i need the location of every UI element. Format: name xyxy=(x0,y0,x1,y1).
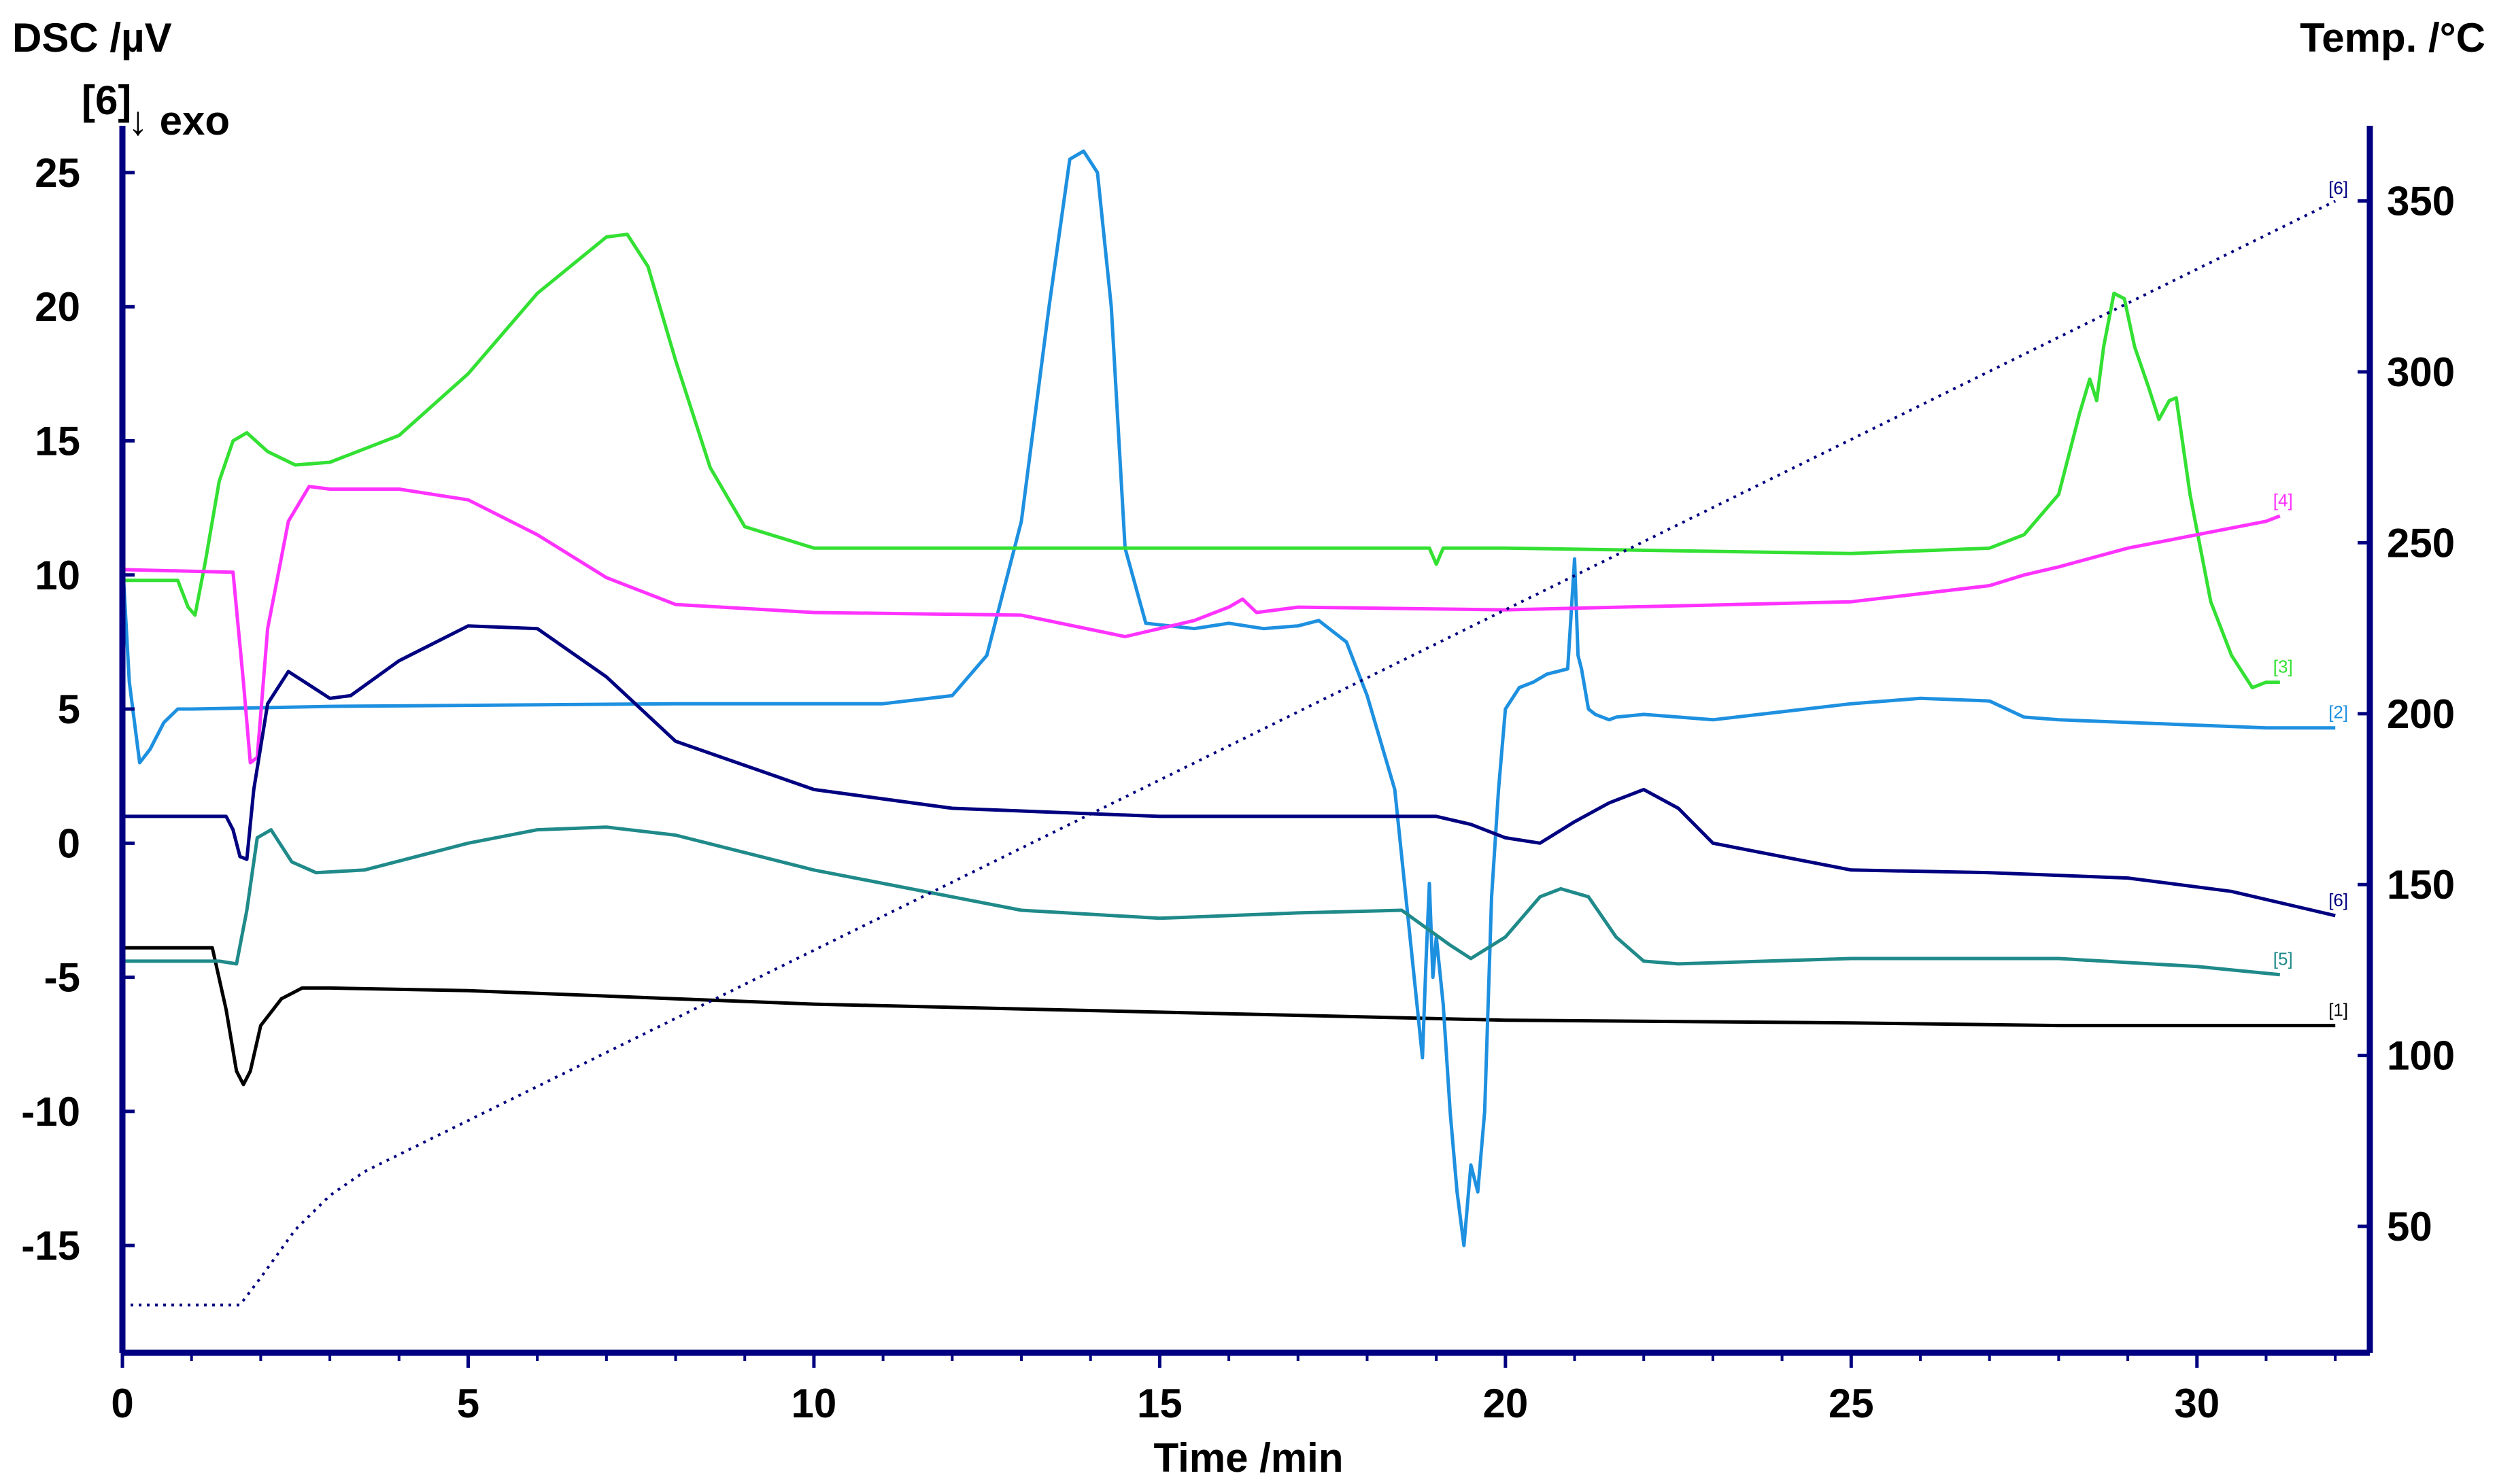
series-line-5 xyxy=(122,825,2281,977)
y-tick-label: 10 xyxy=(35,553,80,598)
y2-tick-label: 300 xyxy=(2387,349,2455,395)
series-tag-6: [6] xyxy=(2328,890,2348,910)
series-line-4 xyxy=(122,485,2281,765)
y-tick-label: 20 xyxy=(35,284,80,330)
y2-tick-label: 200 xyxy=(2387,691,2455,737)
exo-marker: [6] xyxy=(82,77,131,123)
left-axis-title: DSC /µV xyxy=(12,15,172,61)
x-tick-label: 25 xyxy=(1829,1381,1874,1426)
y2-tick-label: 150 xyxy=(2387,862,2455,908)
exo-label: ↓ exo xyxy=(128,98,230,143)
series-tag-4: [4] xyxy=(2273,490,2293,511)
series-tag-5: [5] xyxy=(2273,949,2293,969)
x-tick-label: 30 xyxy=(2174,1381,2220,1426)
temperature-line xyxy=(122,199,2337,1307)
series-line-6 xyxy=(122,624,2336,918)
series-layer: [1] [2] [3] [4] [5] [6] [6] xyxy=(120,149,2348,1307)
temperature-tag: [6] xyxy=(2328,178,2348,199)
series-tag-1: [1] xyxy=(2328,1000,2348,1020)
y2-tick-label: 250 xyxy=(2387,520,2455,566)
y-tick-label: 5 xyxy=(58,687,80,732)
y-tick-label: -10 xyxy=(21,1089,80,1135)
y2-tick-label: 100 xyxy=(2387,1033,2455,1079)
series-tag-3: [3] xyxy=(2273,657,2293,677)
y2-tick-label: 50 xyxy=(2387,1204,2432,1249)
y-tick-label: -15 xyxy=(21,1223,80,1269)
series-tag-2: [2] xyxy=(2328,702,2348,723)
y-tick-label: -5 xyxy=(44,955,80,1001)
x-axis-title: Time /min xyxy=(1154,1435,1344,1481)
x-tick-label: 0 xyxy=(111,1381,133,1426)
y-tick-label: 25 xyxy=(35,150,80,196)
series-line-3 xyxy=(122,232,2280,689)
y-tick-label: 15 xyxy=(35,418,80,464)
x-tick-label: 20 xyxy=(1482,1381,1528,1426)
label-layer: DSC /µV Temp. /°C [6] ↓ exo Time /min xyxy=(12,15,2485,1481)
x-tick-label: 10 xyxy=(792,1381,837,1426)
right-axis-title: Temp. /°C xyxy=(2300,15,2485,61)
y-tick-label: 0 xyxy=(58,821,80,866)
series-line-2 xyxy=(120,149,2336,1247)
x-tick-label: 5 xyxy=(457,1381,479,1426)
y2-tick-label: 350 xyxy=(2387,179,2455,224)
series-line-1 xyxy=(122,946,2336,1086)
x-tick-label: 15 xyxy=(1137,1381,1183,1426)
